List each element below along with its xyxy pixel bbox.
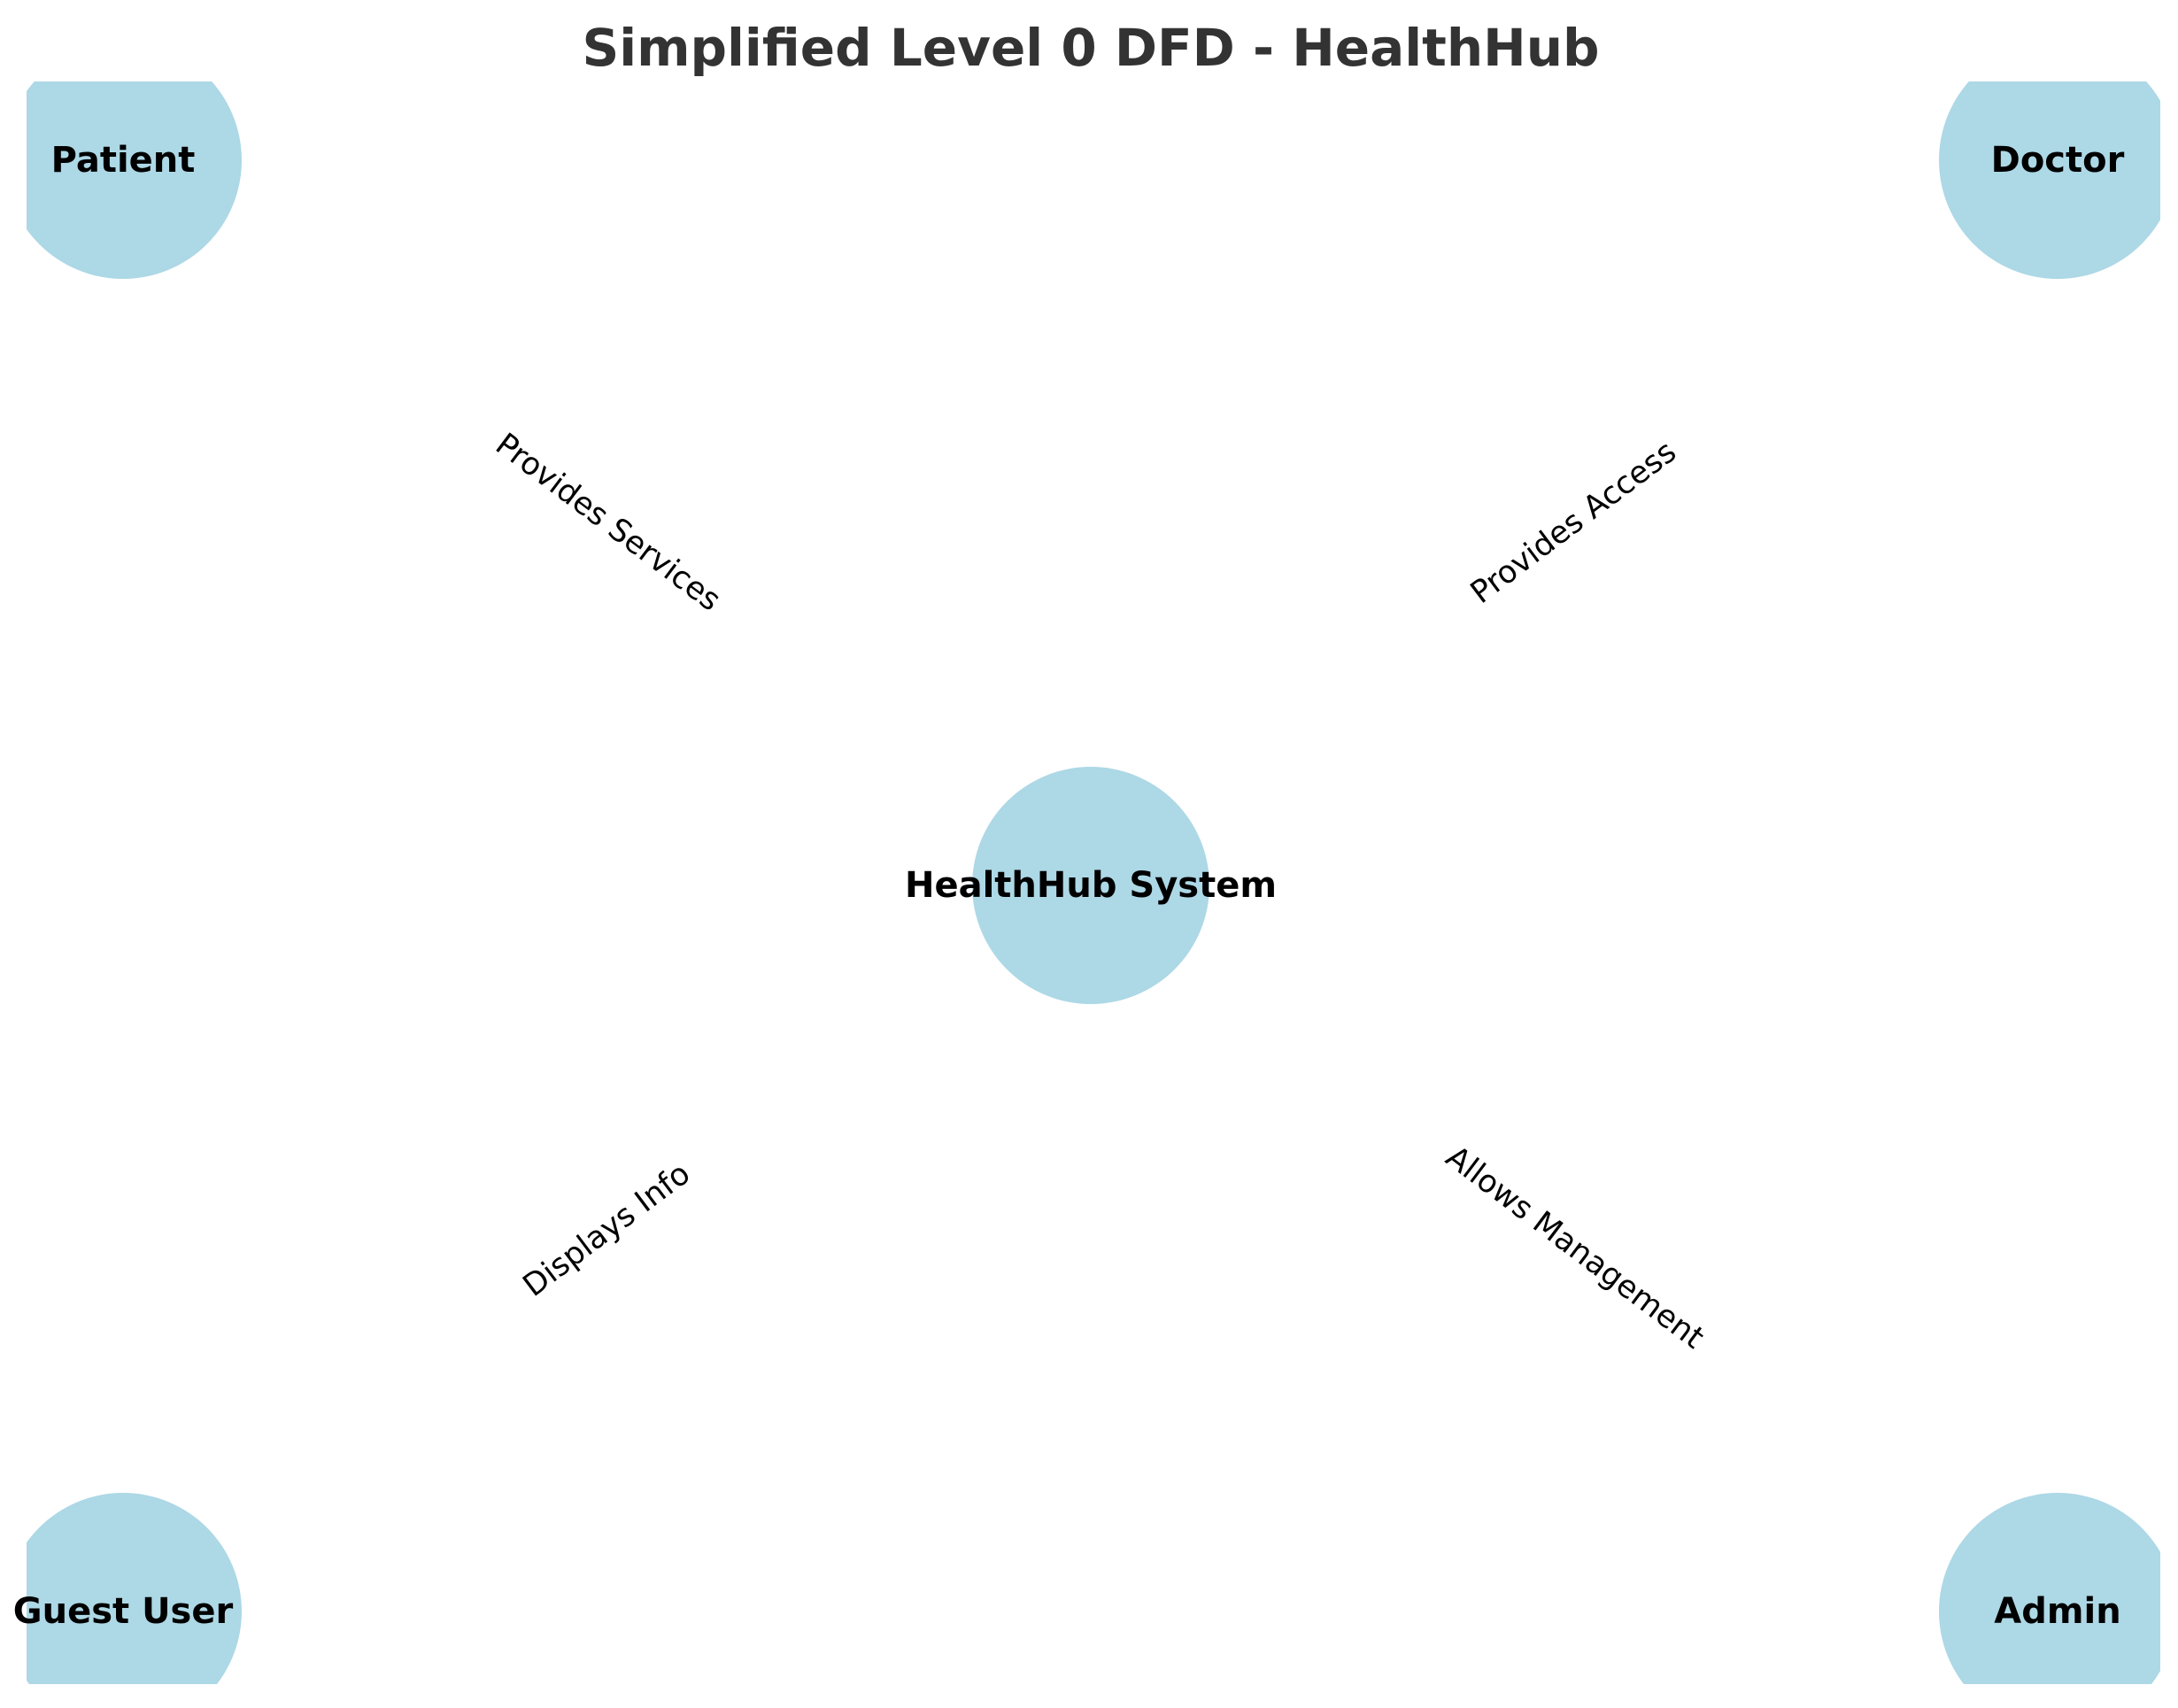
node-patient (27, 81, 242, 279)
edge-label-admin-system: Allows Management (1439, 1140, 1710, 1356)
node-patient-label: Patient (51, 140, 196, 181)
node-healthhub-system (972, 767, 1209, 1004)
node-admin (1939, 1493, 2160, 1684)
node-shapes (27, 81, 2160, 1684)
node-guest-user (27, 1493, 242, 1684)
edge-label-doctor-system: Provides Access (1464, 434, 1683, 611)
node-doctor-label: Doctor (1991, 140, 2125, 181)
node-admin-label: Admin (1994, 1591, 2120, 1632)
node-guest-user-label: Guest User (13, 1591, 234, 1632)
edge-label-guest-system: Displays Info (517, 1156, 697, 1304)
edge-label-patient-system: Provides Services (489, 427, 727, 619)
node-healthhub-system-label: HealthHub System (905, 865, 1277, 906)
node-doctor (1939, 81, 2160, 279)
diagram-title: Simplified Level 0 DFD - HealthHub (582, 18, 1599, 78)
